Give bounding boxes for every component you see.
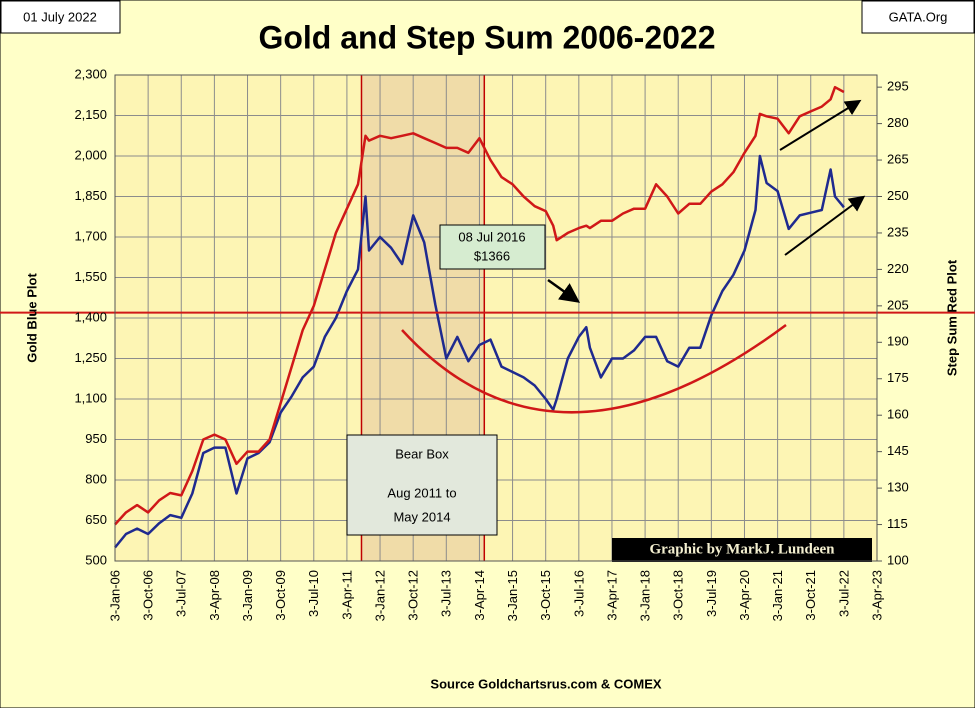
y2-tick-label: 295: [887, 79, 909, 94]
plot-border: [114, 74, 878, 562]
bear-box: [346, 434, 498, 536]
y2-tick-label: 115: [887, 516, 908, 531]
bear-box-text: May 2014: [393, 509, 450, 524]
x-tick-label: 3-Jul-07: [174, 570, 189, 617]
y2-tick-label: 175: [887, 370, 909, 385]
trend-curve: [401, 323, 787, 414]
y-tick-label: 1,400: [74, 309, 107, 324]
credit-box: [612, 538, 872, 562]
y2-tick-label: 280: [887, 115, 909, 130]
trend-arrow: [784, 195, 866, 256]
credit-label: Graphic by MarkJ. Lundeen: [649, 541, 835, 557]
y2-tick-label: 235: [887, 224, 909, 239]
y-tick-label: 1,250: [74, 350, 107, 365]
y2-tick-label: 130: [887, 480, 909, 495]
y2-axis-label: Step Sum Red Plot: [944, 259, 959, 376]
x-tick-label: 3-Oct-12: [406, 570, 421, 621]
x-tick-label: 3-Jul-16: [571, 570, 586, 617]
x-tick-label: 3-Jan-18: [638, 570, 653, 621]
x-tick-label: 3-Jul-19: [704, 570, 719, 617]
y-tick-label: 2,150: [74, 107, 107, 122]
y-tick-label: 1,700: [74, 228, 107, 243]
date-label: 01 July 2022: [23, 9, 97, 24]
y2-tick-label: 160: [887, 407, 909, 422]
y-tick-label: 950: [85, 431, 107, 446]
series-line: [114, 85, 845, 526]
x-tick-label: 3-Jan-09: [240, 570, 255, 621]
x-tick-label: 3-Jan-15: [505, 570, 520, 621]
x-tick-label: 3-Apr-20: [737, 570, 752, 621]
x-tick-label: 3-Jul-13: [439, 570, 454, 617]
y2-tick-label: 205: [887, 297, 909, 312]
y-tick-label: 500: [85, 552, 107, 567]
y2-tick-label: 190: [887, 334, 909, 349]
bear-box-text: Bear Box: [395, 446, 449, 461]
x-tick-label: 3-Apr-17: [604, 570, 619, 621]
x-tick-label: 3-Oct-15: [538, 570, 553, 621]
callout-box: [439, 224, 546, 270]
y2-tick-label: 220: [887, 261, 909, 276]
x-tick-label: 3-Jan-06: [107, 570, 122, 621]
y2-tick-label: 100: [887, 552, 909, 567]
y2-tick-label: 145: [887, 443, 909, 458]
x-tick-label: 3-Oct-21: [803, 570, 818, 621]
x-tick-label: 3-Apr-14: [472, 570, 487, 621]
callout-text: $1366: [474, 248, 510, 263]
y2-tick-label: 250: [887, 188, 909, 203]
y-tick-label: 2,000: [74, 147, 107, 162]
x-tick-label: 3-Jul-22: [836, 570, 851, 617]
y2-tick-label: 265: [887, 151, 909, 166]
date-box: [0, 0, 121, 34]
callout-arrow: [547, 278, 581, 303]
x-tick-label: 3-Apr-11: [339, 570, 354, 620]
callout-text: 08 Jul 2016: [458, 229, 525, 244]
y-tick-label: 2,300: [74, 66, 107, 81]
y-tick-label: 800: [85, 471, 107, 486]
y-axis-label: Gold Blue Plot: [24, 273, 39, 363]
x-tick-label: 3-Oct-09: [273, 570, 288, 621]
series-line: [114, 154, 845, 549]
x-tick-label: 3-Jul-10: [306, 570, 321, 617]
source-label: Source Goldchartsrus.com & COMEX: [430, 676, 661, 691]
site-label: GATA.Org: [889, 9, 948, 24]
x-tick-label: 3-Jan-21: [770, 570, 785, 621]
x-tick-label: 3-Oct-06: [141, 570, 156, 621]
x-tick-label: 3-Jan-12: [372, 570, 387, 621]
y-tick-label: 1,550: [74, 269, 107, 284]
y-tick-label: 1,100: [74, 390, 107, 405]
trend-arrow: [779, 99, 862, 151]
x-tick-label: 3-Apr-23: [869, 570, 884, 621]
bear-box-text: Aug 2011 to: [387, 485, 456, 500]
x-tick-label: 3-Apr-08: [207, 570, 222, 621]
y-tick-label: 650: [85, 512, 107, 527]
y-tick-label: 1,850: [74, 188, 107, 203]
x-tick-label: 3-Oct-18: [671, 570, 686, 621]
chart-title: Gold and Step Sum 2006-2022: [258, 19, 715, 55]
site-box: [861, 0, 975, 34]
